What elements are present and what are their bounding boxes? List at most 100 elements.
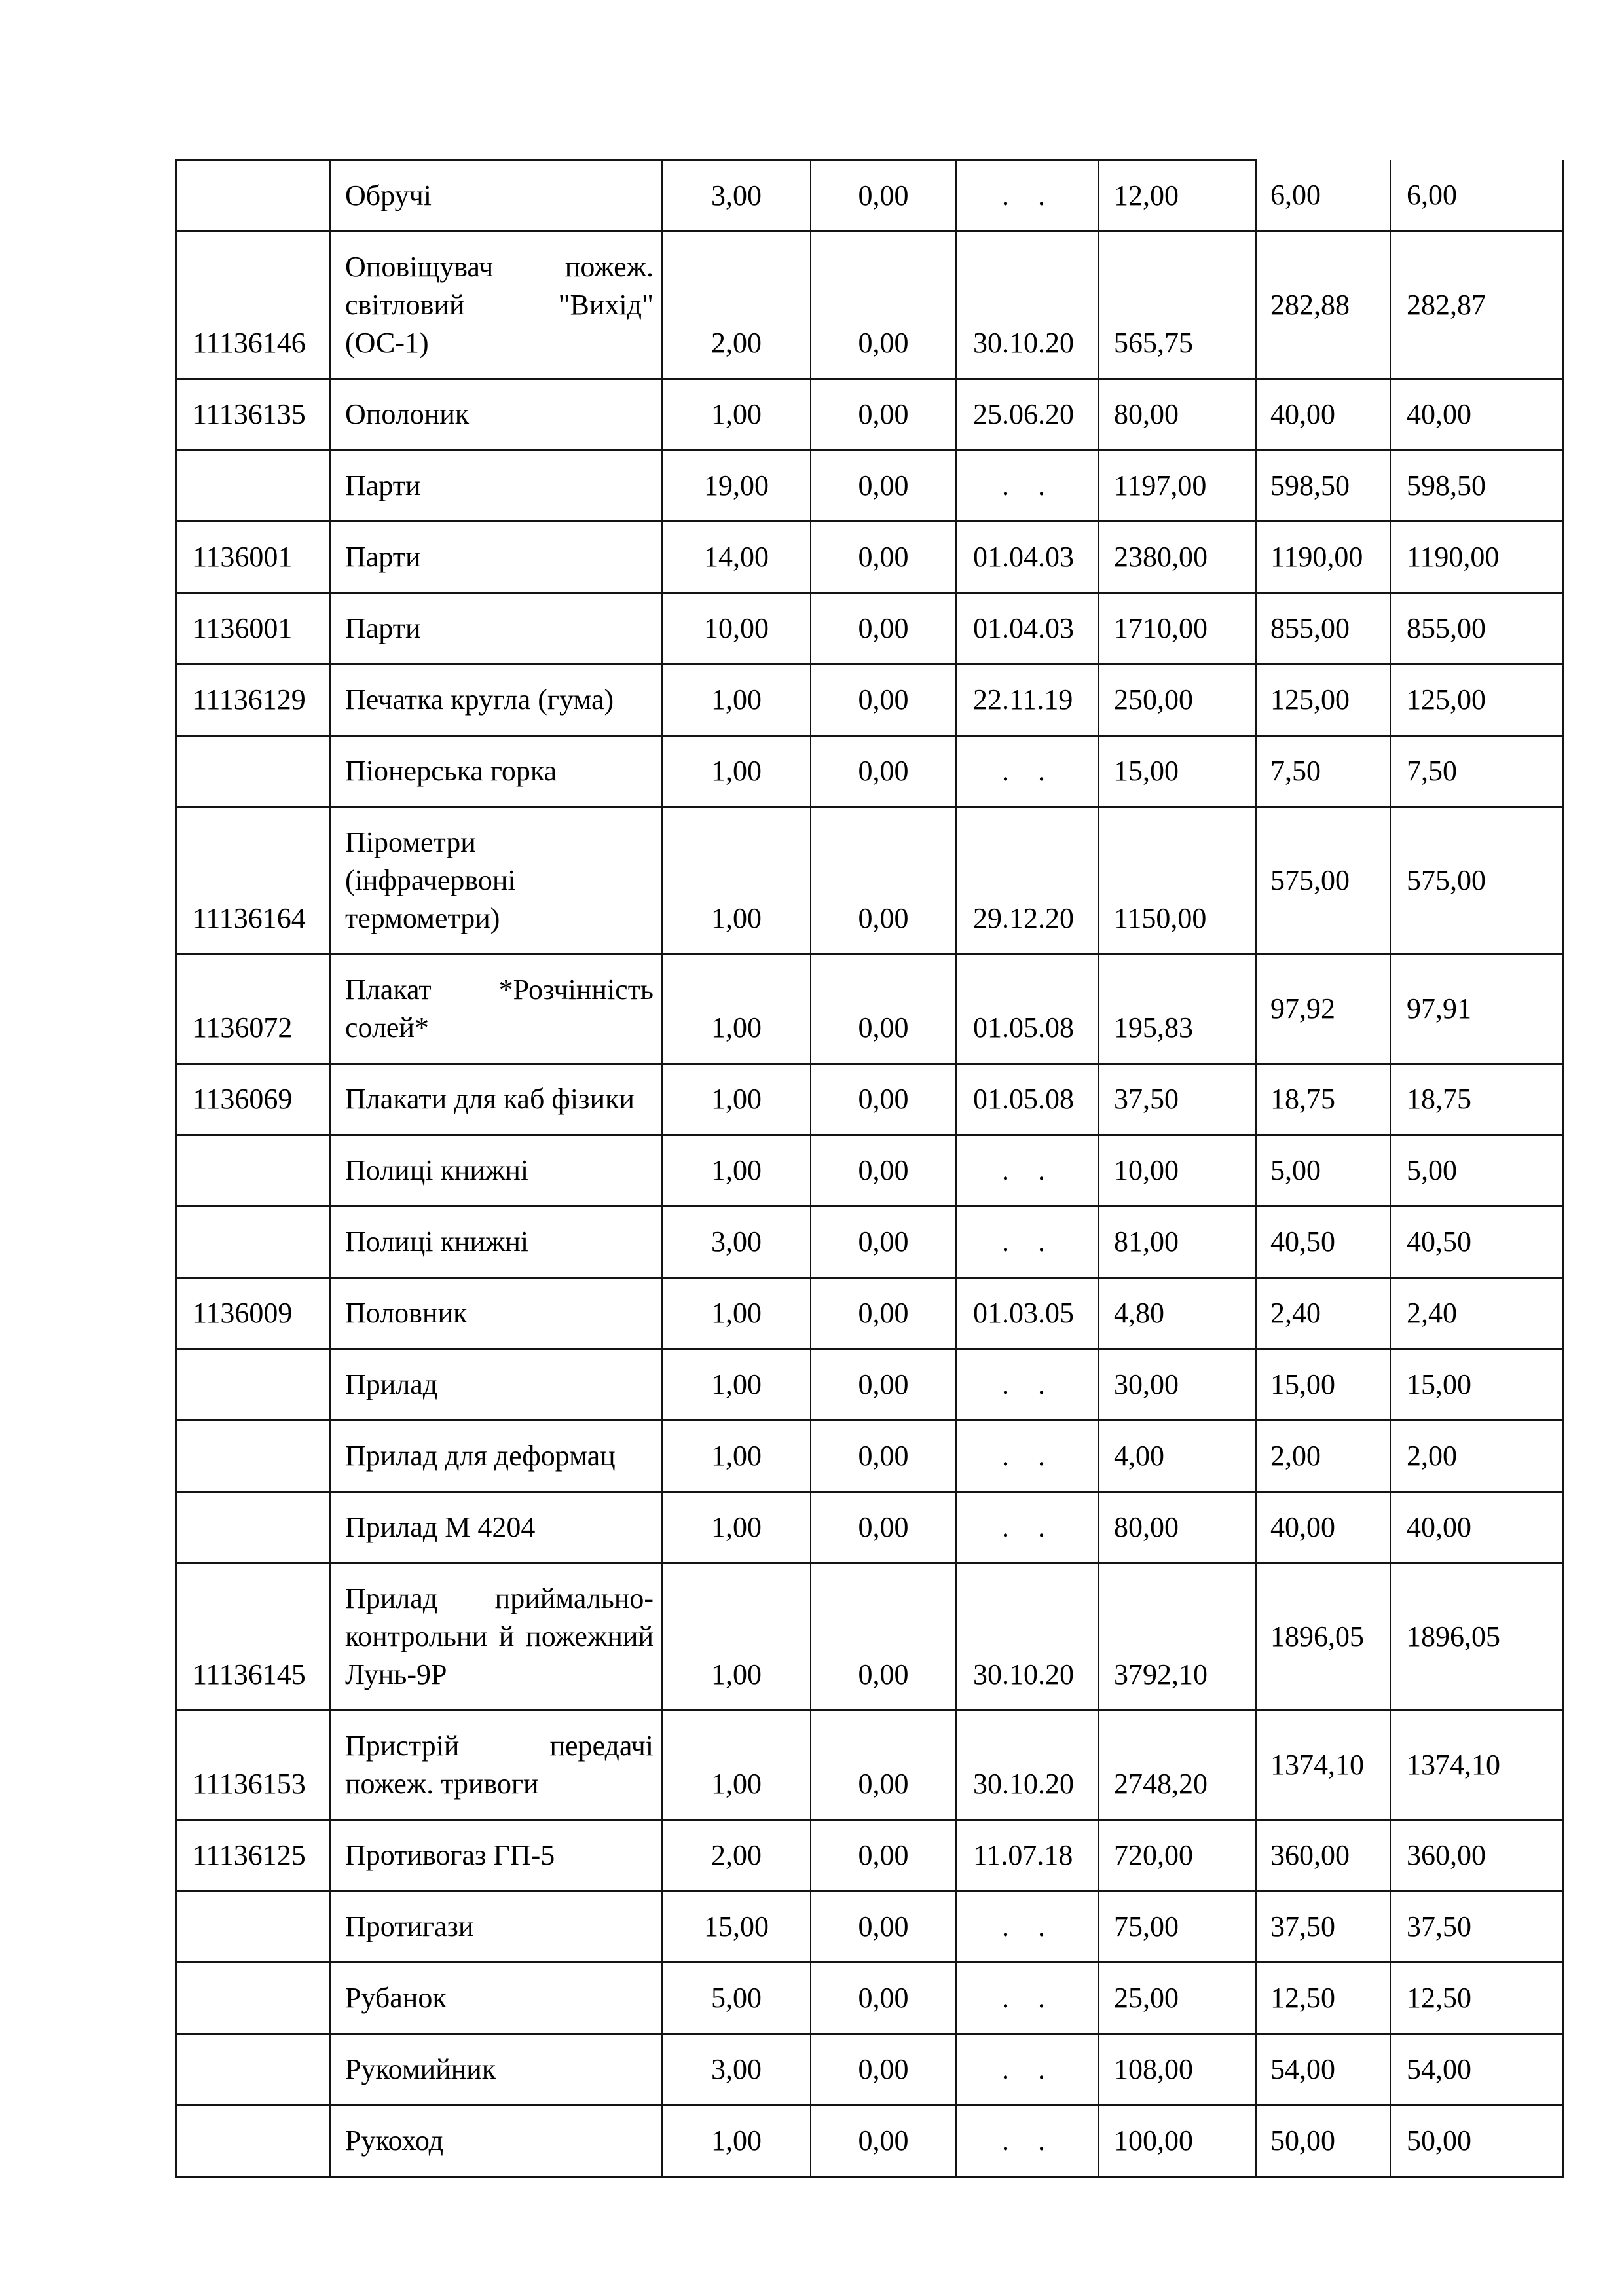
cell-zero-value: 0,00 <box>810 378 957 451</box>
cell-half-amount-1: 360,00 <box>1255 1819 1391 1892</box>
cell-item-name: Протигази <box>329 1891 663 1963</box>
cell-inventory-code <box>175 159 331 232</box>
table-row: 11136146 Оповіщувач пожеж. світловий "Ви… <box>175 231 1564 380</box>
cell-date: . . <box>955 1420 1099 1493</box>
cell-half-amount-1: 40,50 <box>1255 1206 1391 1279</box>
cell-zero-value: 0,00 <box>810 1206 957 1279</box>
table-row: 1136001 Парти 14,00 0,00 01.04.03 2380,0… <box>175 521 1564 594</box>
cell-inventory-code <box>175 1491 331 1564</box>
cell-date: 11.07.18 <box>955 1819 1099 1892</box>
cell-total-amount: 75,00 <box>1098 1891 1257 1963</box>
cell-inventory-code: 1136069 <box>175 1063 331 1136</box>
cell-half-amount-2: 125,00 <box>1390 664 1564 737</box>
cell-inventory-code: 11136164 <box>175 807 331 955</box>
table-row: 1136001 Парти 10,00 0,00 01.04.03 1710,0… <box>175 592 1564 665</box>
cell-half-amount-1: 282,88 <box>1255 231 1391 380</box>
cell-zero-value: 0,00 <box>810 2033 957 2106</box>
table-row: 11136125 Противогаз ГП-5 2,00 0,00 11.07… <box>175 1819 1564 1892</box>
table-row: Полиці книжні 3,00 0,00 . . 81,00 40,50 … <box>175 1206 1564 1279</box>
cell-total-amount: 1197,00 <box>1098 450 1257 522</box>
cell-quantity: 1,00 <box>661 378 811 451</box>
cell-half-amount-1: 575,00 <box>1255 807 1391 955</box>
table-row: Прилад 1,00 0,00 . . 30,00 15,00 15,00 <box>175 1349 1564 1421</box>
cell-item-name: Парти <box>329 592 663 665</box>
cell-zero-value: 0,00 <box>810 1710 957 1821</box>
cell-item-name: Рукомийник <box>329 2033 663 2106</box>
cell-half-amount-1: 1896,05 <box>1255 1563 1391 1711</box>
cell-total-amount: 1150,00 <box>1098 807 1257 955</box>
cell-total-amount: 3792,10 <box>1098 1563 1257 1711</box>
cell-item-name: Рукоход <box>329 2105 663 2178</box>
cell-zero-value: 0,00 <box>810 1563 957 1711</box>
table-row: 11136129 Печатка кругла (гума) 1,00 0,00… <box>175 664 1564 737</box>
cell-date: 30.10.20 <box>955 1563 1099 1711</box>
cell-total-amount: 4,00 <box>1098 1420 1257 1493</box>
cell-quantity: 1,00 <box>661 1710 811 1821</box>
cell-date: . . <box>955 1962 1099 2035</box>
cell-item-name: Прилад М 4204 <box>329 1491 663 1564</box>
cell-date: . . <box>955 159 1099 232</box>
cell-quantity: 19,00 <box>661 450 811 522</box>
cell-quantity: 3,00 <box>661 1206 811 1279</box>
cell-date: 01.04.03 <box>955 521 1099 594</box>
cell-item-name: Полиці книжні <box>329 1206 663 1279</box>
cell-half-amount-2: 12,50 <box>1390 1962 1564 2035</box>
cell-half-amount-2: 6,00 <box>1390 160 1564 232</box>
cell-quantity: 1,00 <box>661 2105 811 2178</box>
cell-half-amount-2: 18,75 <box>1390 1063 1564 1136</box>
cell-half-amount-1: 40,00 <box>1255 1491 1391 1564</box>
cell-half-amount-1: 125,00 <box>1255 664 1391 737</box>
cell-item-name: Оповіщувач пожеж. світловий "Вихід" (ОС-… <box>329 231 663 380</box>
cell-item-name: Прилад для деформац <box>329 1420 663 1493</box>
cell-half-amount-2: 855,00 <box>1390 592 1564 665</box>
cell-total-amount: 565,75 <box>1098 231 1257 380</box>
cell-inventory-code <box>175 1891 331 1963</box>
table-row: Прилад для деформац 1,00 0,00 . . 4,00 2… <box>175 1420 1564 1493</box>
cell-zero-value: 0,00 <box>810 592 957 665</box>
cell-date: . . <box>955 2033 1099 2106</box>
cell-total-amount: 25,00 <box>1098 1962 1257 2035</box>
cell-inventory-code <box>175 450 331 522</box>
cell-half-amount-2: 15,00 <box>1390 1349 1564 1421</box>
table-row: 1136069 Плакати для каб фізики 1,00 0,00… <box>175 1063 1564 1136</box>
inventory-table: Обручі 3,00 0,00 . . 12,00 6,00 6,00 111… <box>175 159 1564 2178</box>
cell-zero-value: 0,00 <box>810 1891 957 1963</box>
cell-item-name: Ополоник <box>329 378 663 451</box>
cell-half-amount-2: 7,50 <box>1390 735 1564 808</box>
cell-inventory-code: 1136001 <box>175 521 331 594</box>
cell-half-amount-2: 40,00 <box>1390 378 1564 451</box>
cell-inventory-code: 11136135 <box>175 378 331 451</box>
cell-zero-value: 0,00 <box>810 159 957 232</box>
cell-quantity: 1,00 <box>661 1563 811 1711</box>
cell-half-amount-2: 1374,10 <box>1390 1710 1564 1821</box>
table-row: Піонерська горка 1,00 0,00 . . 15,00 7,5… <box>175 735 1564 808</box>
cell-half-amount-2: 54,00 <box>1390 2033 1564 2106</box>
cell-total-amount: 195,83 <box>1098 954 1257 1065</box>
cell-zero-value: 0,00 <box>810 521 957 594</box>
cell-half-amount-2: 50,00 <box>1390 2105 1564 2178</box>
cell-date: . . <box>955 1349 1099 1421</box>
cell-inventory-code: 11136145 <box>175 1563 331 1711</box>
cell-inventory-code: 11136153 <box>175 1710 331 1821</box>
cell-quantity: 1,00 <box>661 735 811 808</box>
cell-quantity: 1,00 <box>661 1135 811 1207</box>
cell-total-amount: 15,00 <box>1098 735 1257 808</box>
cell-quantity: 1,00 <box>661 1491 811 1564</box>
cell-date: 29.12.20 <box>955 807 1099 955</box>
table-row: 11136153 Пристрій передачі пожеж. тривог… <box>175 1710 1564 1821</box>
cell-half-amount-2: 97,91 <box>1390 954 1564 1065</box>
table-row: 11136135 Ополоник 1,00 0,00 25.06.20 80,… <box>175 378 1564 451</box>
cell-total-amount: 250,00 <box>1098 664 1257 737</box>
cell-item-name: Піонерська горка <box>329 735 663 808</box>
cell-item-name: Прилад <box>329 1349 663 1421</box>
cell-inventory-code <box>175 2033 331 2106</box>
cell-inventory-code <box>175 2105 331 2178</box>
cell-date: . . <box>955 1206 1099 1279</box>
cell-half-amount-2: 40,00 <box>1390 1491 1564 1564</box>
cell-date: 01.05.08 <box>955 1063 1099 1136</box>
cell-total-amount: 37,50 <box>1098 1063 1257 1136</box>
cell-total-amount: 10,00 <box>1098 1135 1257 1207</box>
cell-date: . . <box>955 1135 1099 1207</box>
cell-zero-value: 0,00 <box>810 1349 957 1421</box>
cell-inventory-code <box>175 1135 331 1207</box>
